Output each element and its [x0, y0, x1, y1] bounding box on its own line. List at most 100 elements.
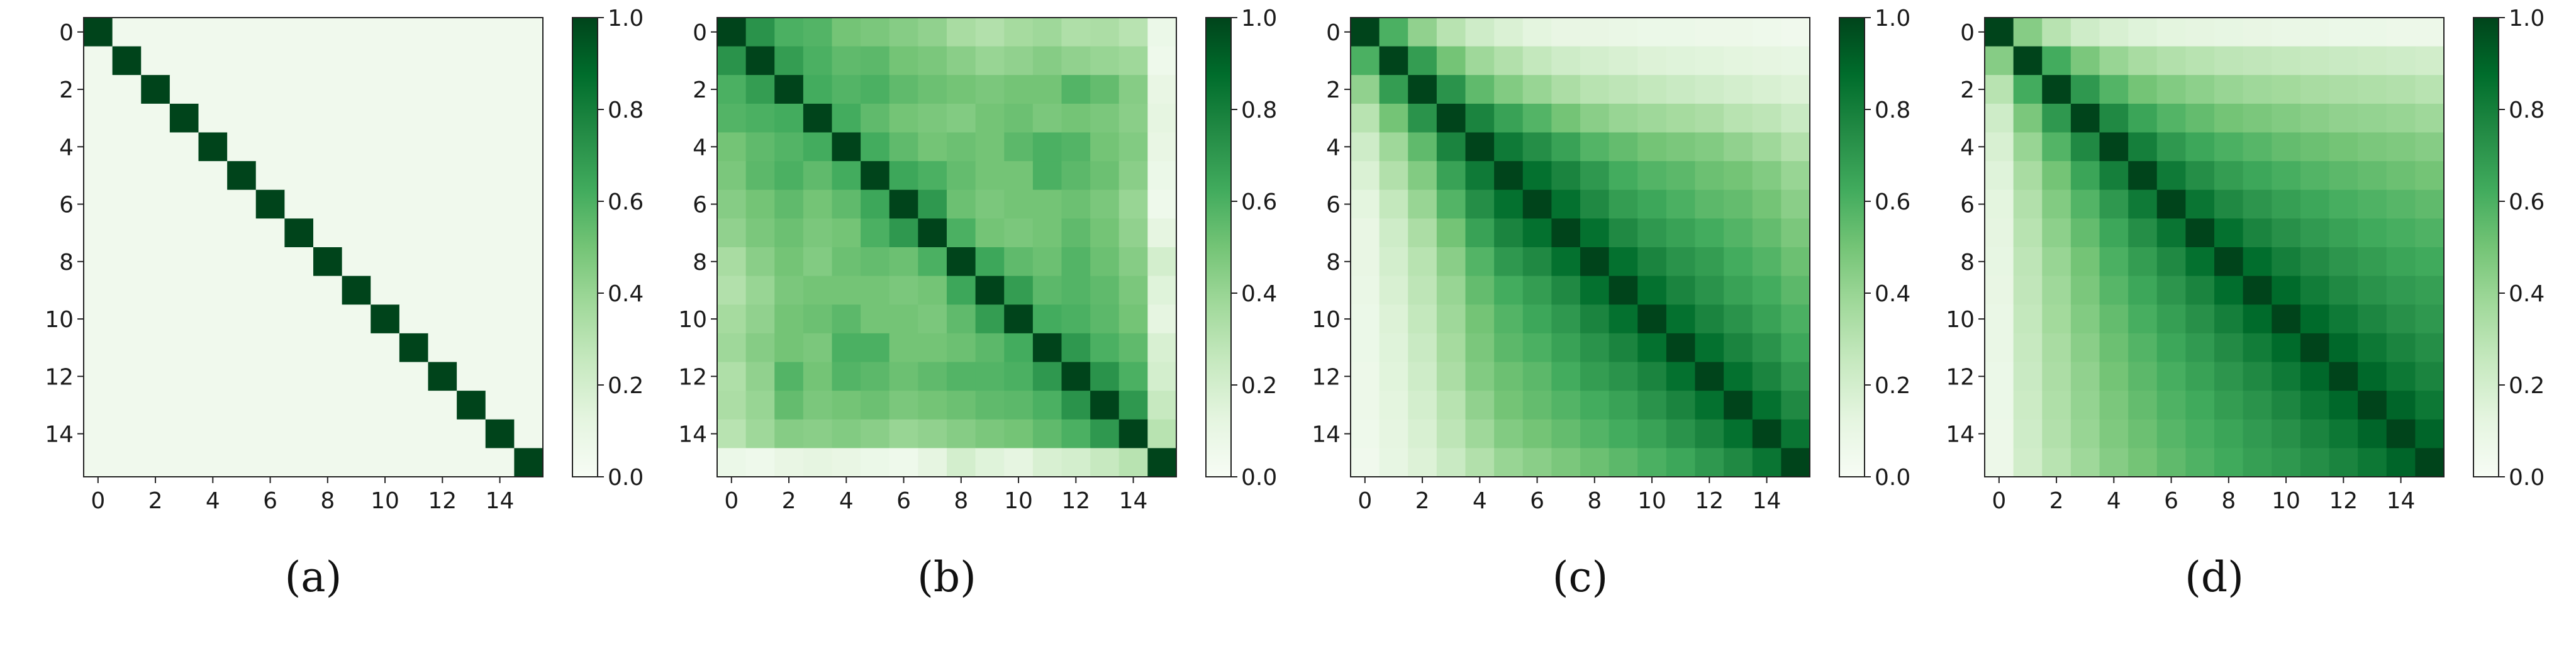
- heatmap-cell: [2386, 103, 2416, 133]
- heatmap-cell: [1379, 189, 1408, 219]
- heatmap-cell: [2415, 276, 2445, 305]
- heatmap-cell: [371, 276, 400, 305]
- x-tick-label: 8: [2221, 488, 2236, 514]
- heatmap-cell: [313, 247, 343, 277]
- heatmap-cell: [1724, 218, 1753, 248]
- heatmap-cell: [1061, 46, 1091, 75]
- heatmap-cell: [1465, 218, 1495, 248]
- heatmap-cell: [2300, 391, 2330, 420]
- heatmap-cell: [457, 448, 486, 477]
- heatmap-cell: [2415, 391, 2445, 420]
- heatmap-cell: [198, 419, 228, 448]
- heatmap-cell: [2300, 333, 2330, 363]
- heatmap-cell: [803, 333, 833, 363]
- heatmap-cell: [2128, 276, 2158, 305]
- heatmap-cell: [2042, 189, 2071, 219]
- heatmap-cell: [2042, 103, 2071, 133]
- heatmap-cell: [1985, 218, 2014, 248]
- heatmap-cell: [2013, 189, 2043, 219]
- heatmap-cell: [1609, 391, 1638, 420]
- heatmap-cell: [1985, 276, 2014, 305]
- heatmap-cell: [832, 362, 861, 391]
- heatmap-cell: [2386, 247, 2416, 277]
- heatmap-cell: [2214, 333, 2244, 363]
- heatmap-cell: [399, 218, 429, 248]
- heatmap-cell: [371, 75, 400, 104]
- x-tick-label: 8: [1587, 488, 1602, 514]
- heatmap-cell: [1551, 75, 1581, 104]
- heatmap-cell: [1522, 132, 1552, 162]
- heatmap-cell: [2386, 18, 2416, 47]
- x-tick-label: 6: [896, 488, 911, 514]
- heatmap-cell: [2214, 161, 2244, 191]
- heatmap-cell: [2329, 276, 2358, 305]
- y-tick-label: 14: [1312, 422, 1341, 448]
- heatmap-cell: [2042, 46, 2071, 75]
- heatmap-cell: [313, 189, 343, 219]
- heatmap-cell: [2128, 362, 2158, 391]
- heatmap-cell: [1379, 333, 1408, 363]
- heatmap-cell: [745, 362, 775, 391]
- heatmap-cell: [803, 362, 833, 391]
- heatmap-cell: [1494, 362, 1524, 391]
- heatmap-cell: [2358, 189, 2387, 219]
- heatmap-cell: [1465, 46, 1495, 75]
- heatmap-cell: [141, 448, 170, 477]
- heatmap-cell: [1522, 448, 1552, 477]
- heatmap-cell: [1436, 276, 1466, 305]
- heatmap-cell: [947, 189, 976, 219]
- heatmap-cell: [2300, 218, 2330, 248]
- heatmap-cell: [2013, 218, 2043, 248]
- heatmap-cell: [198, 75, 228, 104]
- heatmap-cell: [485, 46, 515, 75]
- heatmap-cell: [2386, 448, 2416, 477]
- heatmap-cell: [2185, 161, 2215, 191]
- heatmap-cell: [1695, 18, 1724, 47]
- heatmap-cell: [2099, 132, 2129, 162]
- heatmap-cell: [1522, 247, 1552, 277]
- heatmap-cell: [1408, 448, 1437, 477]
- heatmap-cell: [1666, 333, 1696, 363]
- heatmap-cell: [112, 18, 142, 47]
- heatmap-cell: [2185, 75, 2215, 104]
- heatmap-cell: [457, 103, 486, 133]
- heatmap-cell: [1580, 448, 1610, 477]
- heatmap-cell: [2386, 161, 2416, 191]
- heatmap-cell: [342, 419, 371, 448]
- heatmap-cell: [975, 18, 1005, 47]
- heatmap-cell: [84, 103, 113, 133]
- heatmap-cell: [918, 276, 947, 305]
- heatmap-cell: [1351, 46, 1380, 75]
- y-tick-label: 12: [1312, 364, 1341, 390]
- x-tick-label: 4: [1473, 488, 1487, 514]
- heatmap-cell: [1637, 304, 1667, 334]
- heatmap-cell: [1666, 362, 1696, 391]
- heatmap-cell: [342, 18, 371, 47]
- heatmap-cell: [1580, 333, 1610, 363]
- heatmap-cell: [1580, 304, 1610, 334]
- heatmap-cell: [2329, 103, 2358, 133]
- heatmap-cell: [284, 276, 314, 305]
- heatmap-cell: [1004, 391, 1034, 420]
- heatmap-cell: [1637, 189, 1667, 219]
- heatmap-cell: [84, 189, 113, 219]
- heatmap-cell: [1147, 218, 1177, 248]
- heatmap-cell: [2329, 419, 2358, 448]
- y-tick-label: 12: [678, 364, 707, 390]
- heatmap-cell: [1494, 333, 1524, 363]
- heatmap-cell: [1061, 247, 1091, 277]
- heatmap-cell: [1752, 103, 1781, 133]
- heatmap-cell: [2329, 448, 2358, 477]
- heatmap-cell: [1032, 189, 1062, 219]
- heatmap-cell: [1118, 448, 1148, 477]
- heatmap-cell: [2185, 448, 2215, 477]
- heatmap-cell: [1032, 161, 1062, 191]
- heatmap-cell: [2185, 276, 2215, 305]
- heatmap-cell: [1666, 391, 1696, 420]
- heatmap-cell: [1090, 18, 1120, 47]
- heatmap-cell: [1061, 362, 1091, 391]
- heatmap-cell: [399, 103, 429, 133]
- heatmap-cell: [2214, 75, 2244, 104]
- x-tick-label: 6: [1530, 488, 1544, 514]
- heatmap-cell: [342, 103, 371, 133]
